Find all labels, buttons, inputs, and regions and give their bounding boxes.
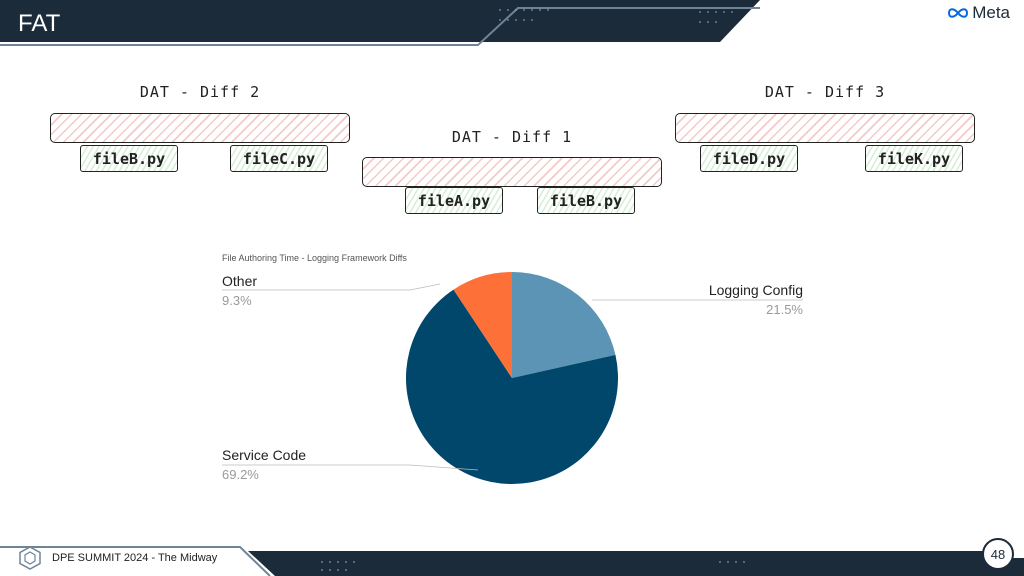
brand-name: Meta	[972, 3, 1010, 22]
file-box: fileB.py	[80, 145, 178, 172]
summit-logo-icon	[19, 546, 41, 570]
footer-band	[0, 546, 1024, 576]
leader-line	[222, 464, 479, 471]
pie-pct-other: 9.3%	[222, 293, 252, 308]
diff-label: DAT - Diff 3	[764, 83, 886, 101]
pie-pct-service-code: 69.2%	[222, 467, 259, 482]
file-box: fileA.py	[405, 187, 503, 214]
header-band	[0, 0, 760, 46]
diff-bar	[50, 113, 350, 143]
pie-label-service-code: Service Code	[222, 447, 307, 463]
meta-infinity-icon	[948, 8, 969, 18]
slide-title: FAT	[18, 10, 61, 37]
page-number: 48	[982, 538, 1014, 570]
diff-label: DAT - Diff 1	[451, 128, 573, 146]
file-box: fileC.py	[230, 145, 328, 172]
pie-label-other: Other	[222, 273, 258, 289]
pie-pct-logging-config: 21.5%	[766, 302, 803, 317]
diff-bar	[675, 113, 975, 143]
diff-label: DAT - Diff 2	[139, 83, 261, 101]
file-box: fileD.py	[700, 145, 798, 172]
meta-logo: Meta	[947, 3, 1010, 23]
pie-slice-other	[453, 272, 512, 378]
file-box: fileK.py	[865, 145, 963, 172]
file-box: fileB.py	[537, 187, 635, 214]
leader-line	[222, 283, 441, 291]
chart-title: File Authoring Time - Logging Framework …	[222, 253, 407, 263]
diff-bar	[362, 157, 662, 187]
pie-slice-service-code	[406, 289, 618, 485]
pie-slice-logging-config	[512, 272, 616, 378]
pie-label-logging-config: Logging Config	[708, 282, 803, 298]
footer-event: DPE SUMMIT 2024 - The Midway	[52, 552, 218, 564]
